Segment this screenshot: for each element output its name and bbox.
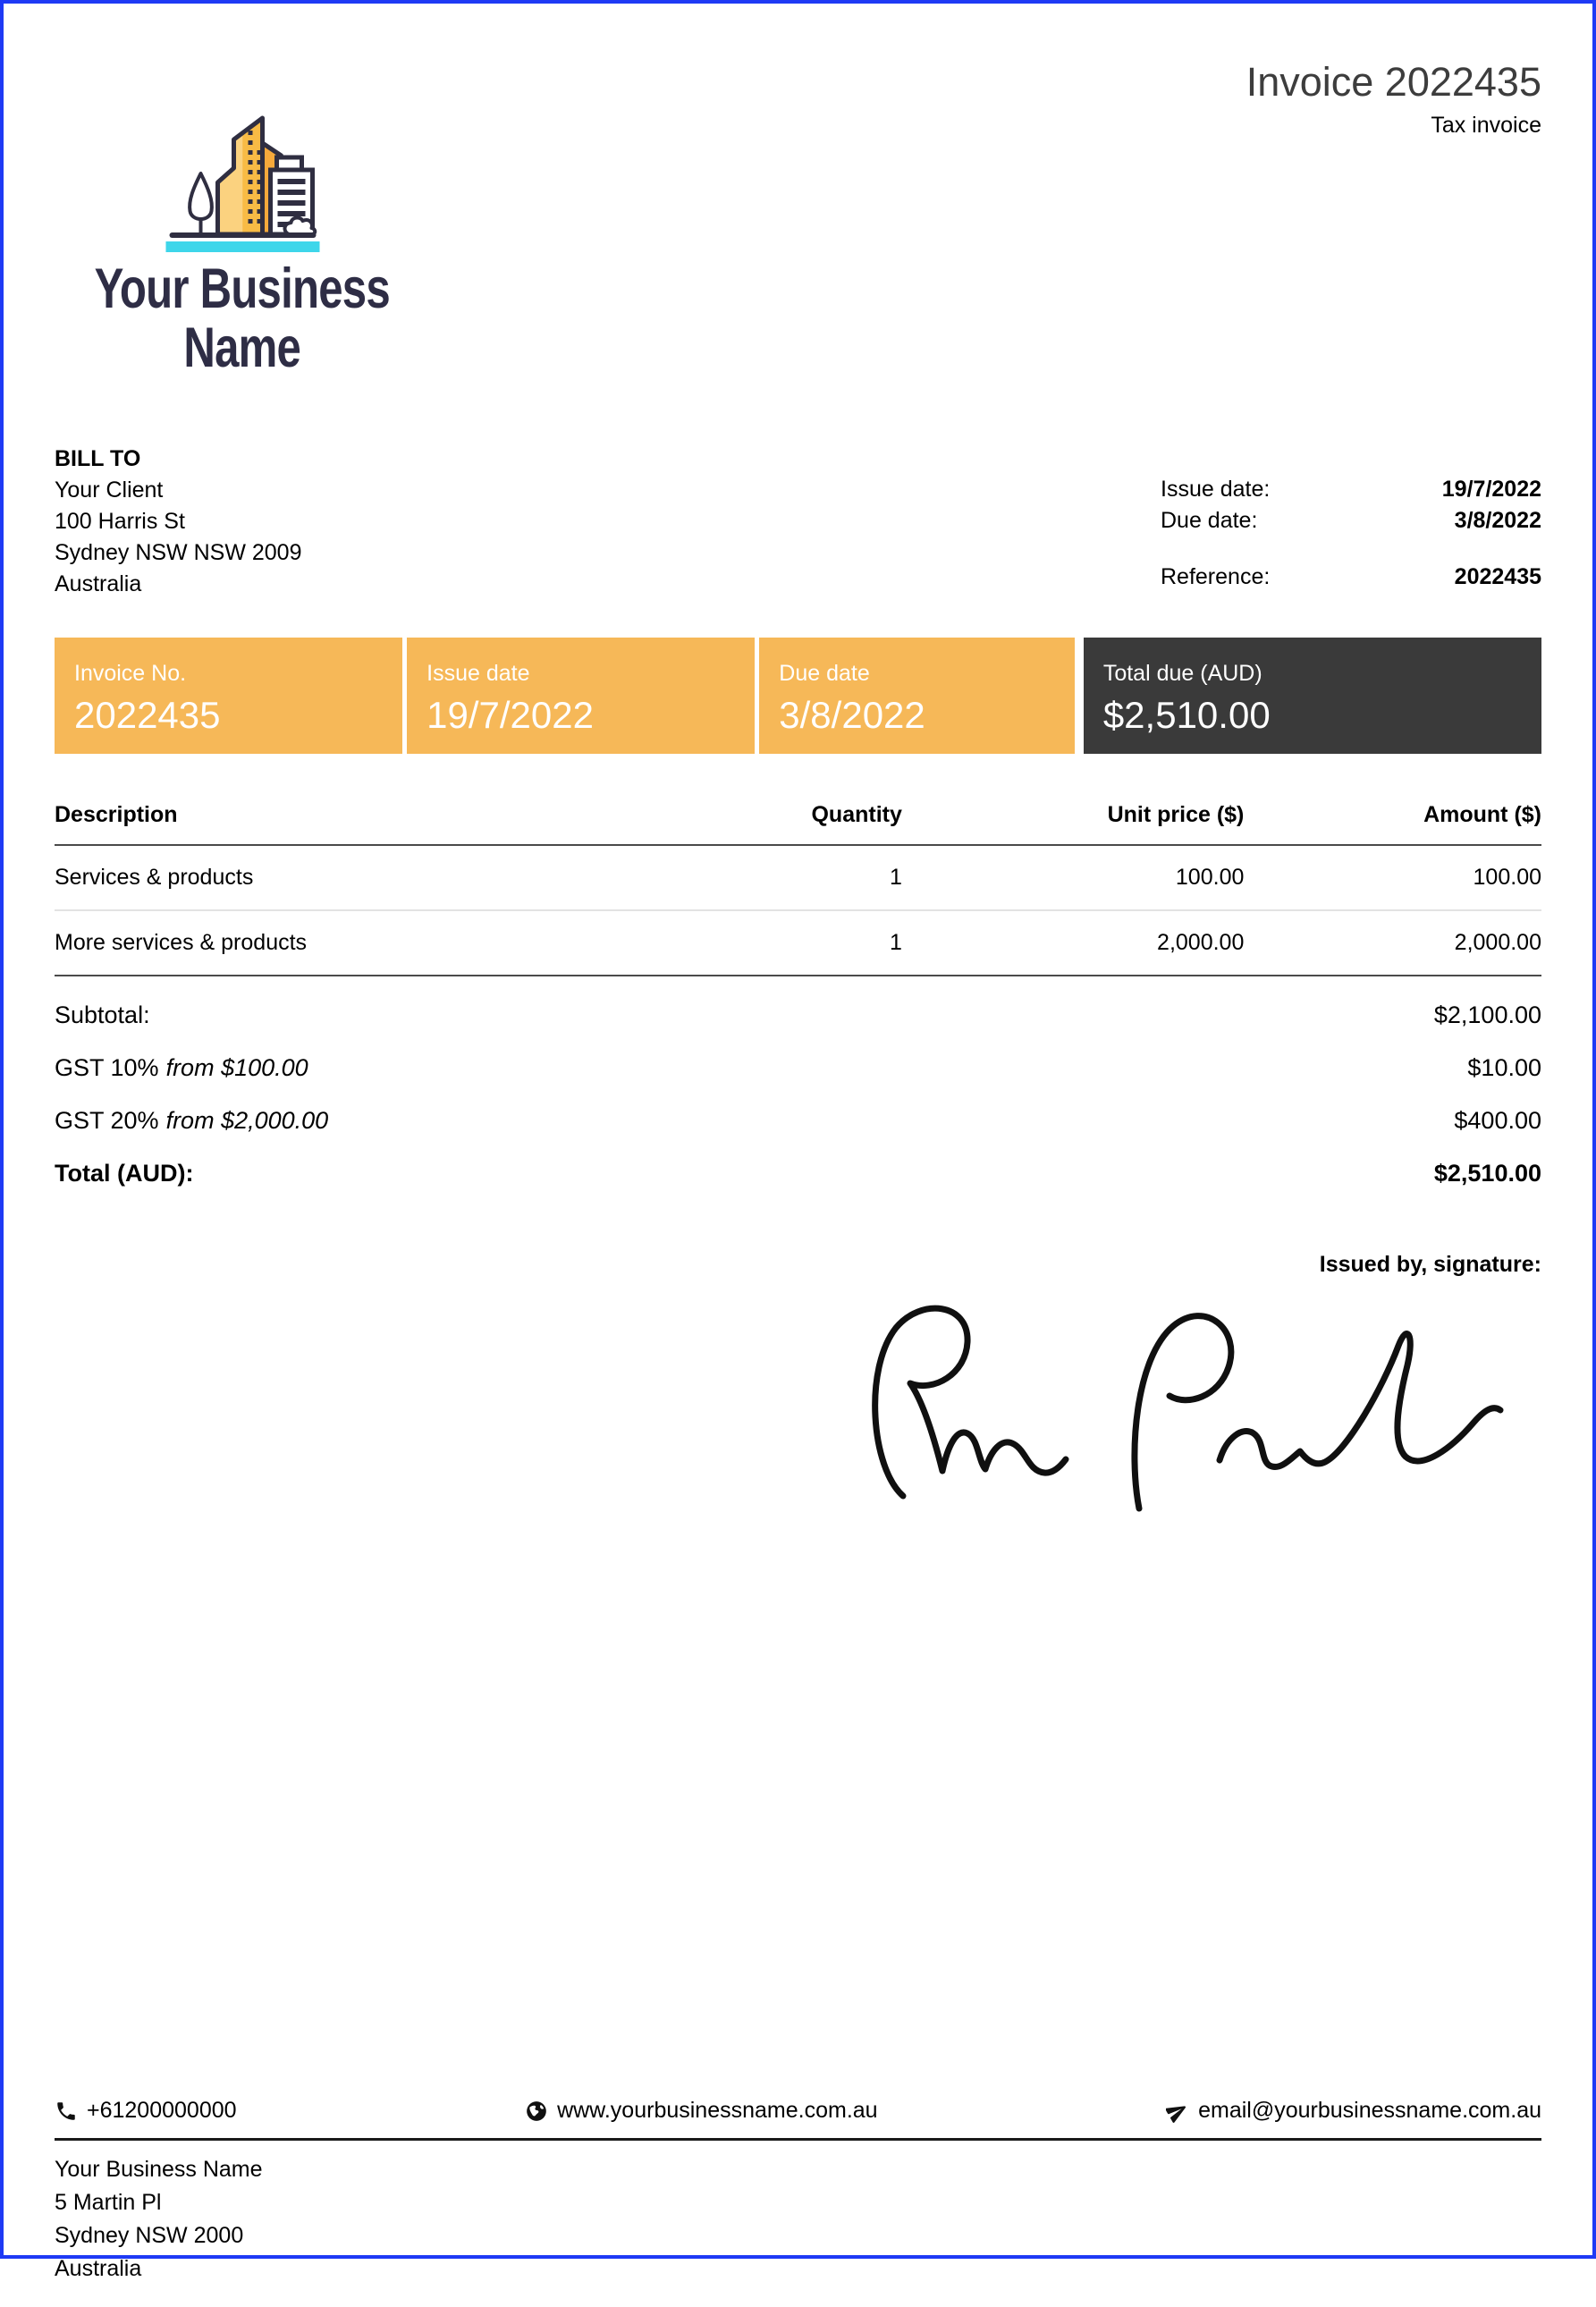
business-logo-icon <box>165 115 319 252</box>
banner-issue-date-label: Issue date <box>426 661 530 686</box>
billing-section: BILL TO Your Client 100 Harris St Sydney… <box>55 444 1541 600</box>
gst-10-row: GST 10% from $100.00 $10.00 <box>55 1042 1541 1094</box>
header-quantity: Quantity <box>723 802 902 846</box>
row-unit-price: 2,000.00 <box>901 910 1245 976</box>
banner-due-date-label: Due date <box>779 661 870 686</box>
grand-total-label: Total (AUD): <box>55 1160 194 1187</box>
banner-total-due-label: Total due (AUD) <box>1102 661 1262 686</box>
bill-to-block: BILL TO Your Client 100 Harris St Sydney… <box>55 444 302 600</box>
gst-20-row: GST 20% from $2,000.00 $400.00 <box>55 1094 1541 1147</box>
row-quantity: 1 <box>723 845 902 911</box>
phone-contact: +61200000000 <box>55 2098 237 2124</box>
meta-spacer <box>1161 537 1541 562</box>
invoice-title: Invoice 2022435 <box>1246 59 1541 105</box>
signature-label: Issued by, signature: <box>1319 1252 1541 1277</box>
gst-20-label: GST 20% <box>55 1107 159 1134</box>
issue-date-value: 19/7/2022 <box>1441 477 1541 502</box>
email-contact: email@yourbusinessname.com.au <box>1166 2098 1541 2124</box>
contact-row: +61200000000 www.yourbusinessname.com.au… <box>55 2098 1541 2124</box>
business-name-logo-text: Your Business Name <box>53 259 431 377</box>
gst-10-value: $10.00 <box>1467 1054 1541 1081</box>
reference-row: Reference: 2022435 <box>1161 562 1541 593</box>
banner-total-due-value: $2,510.00 <box>1102 694 1271 736</box>
issue-date-label: Issue date: <box>1161 477 1271 502</box>
footer: +61200000000 www.yourbusinessname.com.au… <box>55 2098 1541 2286</box>
banner-invoice-no: Invoice No. 2022435 <box>55 638 403 754</box>
website-url: www.yourbusinessname.com.au <box>557 2098 878 2123</box>
due-date-label: Due date: <box>1161 508 1258 533</box>
row-amount: 100.00 <box>1244 845 1541 911</box>
gst-10-note: from $100.00 <box>165 1054 308 1081</box>
banner-total-due: Total due (AUD) $2,510.00 <box>1083 638 1541 754</box>
subtotal-row: Subtotal: $2,100.00 <box>55 989 1541 1042</box>
row-description: Services & products <box>55 845 724 911</box>
reference-label: Reference: <box>1161 564 1271 589</box>
row-unit-price: 100.00 <box>901 845 1245 911</box>
client-name: Your Client <box>55 477 164 503</box>
grand-total-value: $2,510.00 <box>1433 1160 1541 1187</box>
row-quantity: 1 <box>723 910 902 976</box>
bill-to-label: BILL TO <box>55 446 141 471</box>
phone-number: +61200000000 <box>87 2098 237 2123</box>
header-unit-price: Unit price ($) <box>901 802 1245 846</box>
banner-invoice-no-label: Invoice No. <box>74 661 187 686</box>
header-amount: Amount ($) <box>1244 802 1541 846</box>
row-description: More services & products <box>55 910 724 976</box>
gst-20-note: from $2,000.00 <box>165 1107 329 1134</box>
gst-10-label: GST 10% <box>55 1054 159 1081</box>
due-date-row: Due date: 3/8/2022 <box>1161 505 1541 537</box>
client-country: Australia <box>55 571 142 596</box>
email-address: email@yourbusinessname.com.au <box>1198 2098 1541 2123</box>
invoice-meta-block: Issue date: 19/7/2022 Due date: 3/8/2022… <box>1161 474 1541 600</box>
logo-line-1: Your Business <box>94 258 391 320</box>
business-name: Your Business Name <box>55 2157 263 2182</box>
business-logo: Your Business Name <box>55 55 430 377</box>
handwritten-signature <box>872 1305 1504 1512</box>
header: Your Business Name Invoice 2022435 Tax i… <box>55 55 1541 377</box>
due-date-value: 3/8/2022 <box>1454 508 1541 533</box>
title-block: Invoice 2022435 Tax invoice <box>1246 59 1541 139</box>
table-header-row: Description Quantity Unit price ($) Amou… <box>55 802 1541 846</box>
banner-issue-date: Issue date 19/7/2022 <box>407 638 756 754</box>
gst-20-value: $400.00 <box>1454 1107 1541 1134</box>
business-city: Sydney NSW 2000 <box>55 2223 244 2248</box>
summary-banner: Invoice No. 2022435 Issue date 19/7/2022… <box>55 638 1541 754</box>
website-contact: www.yourbusinessname.com.au <box>525 2098 878 2124</box>
banner-issue-date-value: 19/7/2022 <box>426 694 594 736</box>
globe-icon <box>527 2100 546 2121</box>
subtotal-value: $2,100.00 <box>1433 1001 1541 1028</box>
signature-section: Issued by, signature: <box>835 1252 1541 1520</box>
reference-value: 2022435 <box>1454 564 1541 589</box>
banner-invoice-no-value: 2022435 <box>74 694 221 736</box>
client-street: 100 Harris St <box>55 509 185 534</box>
business-street: 5 Martin Pl <box>55 2190 162 2215</box>
row-amount: 2,000.00 <box>1244 910 1541 976</box>
business-country: Australia <box>55 2256 142 2281</box>
footer-divider <box>55 2138 1541 2141</box>
header-description: Description <box>55 802 724 846</box>
table-row: Services & products 1 100.00 100.00 <box>55 845 1541 911</box>
grand-total-row: Total (AUD): $2,510.00 <box>55 1147 1541 1200</box>
banner-due-date: Due date 3/8/2022 <box>759 638 1075 754</box>
phone-icon <box>57 2101 75 2120</box>
line-items-table: Description Quantity Unit price ($) Amou… <box>55 802 1541 976</box>
invoice-subtitle: Tax invoice <box>1431 113 1541 138</box>
subtotal-label: Subtotal: <box>55 1001 150 1028</box>
client-city: Sydney NSW NSW 2009 <box>55 540 302 565</box>
table-row: More services & products 1 2,000.00 2,00… <box>55 910 1541 976</box>
logo-line-2: Name <box>183 317 302 379</box>
banner-due-date-value: 3/8/2022 <box>779 694 925 736</box>
totals-section: Subtotal: $2,100.00 GST 10% from $100.00 … <box>55 989 1541 1200</box>
invoice-page: Your Business Name Invoice 2022435 Tax i… <box>4 55 1592 2307</box>
issue-date-row: Issue date: 19/7/2022 <box>1161 474 1541 505</box>
send-icon <box>1166 2105 1186 2123</box>
business-address-block: Your Business Name 5 Martin Pl Sydney NS… <box>55 2153 1541 2286</box>
